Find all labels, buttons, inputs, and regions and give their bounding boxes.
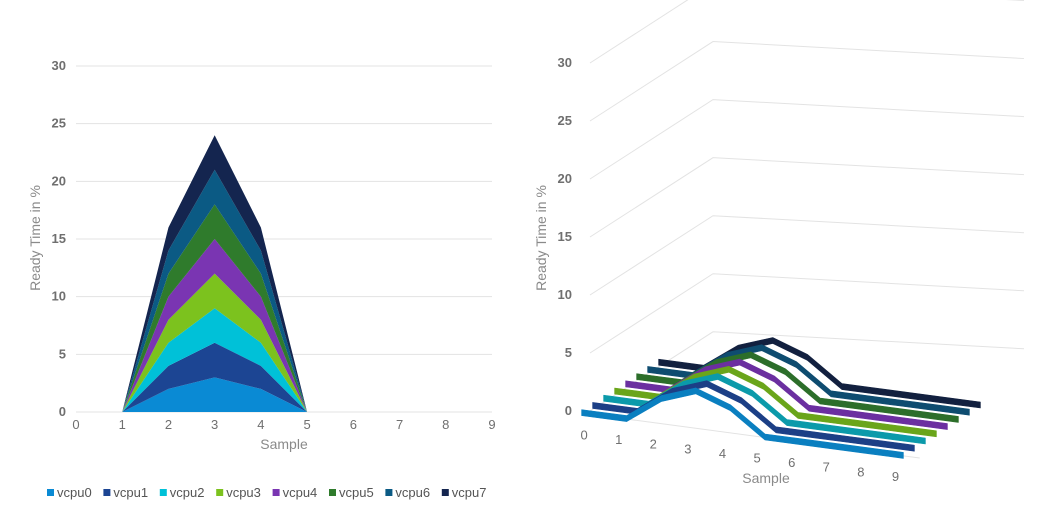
left-x-tick-label: 5 — [303, 417, 310, 432]
3d-line-chart: 0 5 10 15 20 25 30 0 1 2 3 4 5 6 7 8 9 Sample Ready Tim… — [533, 0, 1025, 486]
right-x-axis-title: Sample — [742, 470, 790, 486]
right-x-tick-label: 4 — [719, 446, 726, 461]
left-x-tick-labels: 0 1 2 3 4 5 6 7 8 9 — [72, 417, 495, 432]
legend: vcpu0 vcpu1 vcpu2 vcpu3 vcpu4 vcpu5 vcpu6 vcpu7 — [47, 485, 487, 500]
legend-swatch — [159, 489, 167, 496]
right-x-tick-label: 3 — [684, 441, 691, 456]
right-x-tick-label: 1 — [615, 432, 622, 447]
right-x-tick-label: 2 — [650, 437, 657, 452]
right-x-tick-label: 0 — [580, 427, 587, 442]
legend-item-vcpu7: vcpu7 — [441, 485, 487, 500]
right-gridline — [589, 99, 1025, 180]
legend-item-vcpu2: vcpu2 — [159, 485, 205, 500]
right-x-tick-labels: 0 1 2 3 4 5 6 7 8 9 — [580, 427, 899, 483]
right-y-tick-label: 0 — [565, 403, 572, 418]
legend-label: vcpu4 — [283, 485, 318, 500]
left-area-series — [122, 135, 308, 412]
left-x-tick-label: 7 — [396, 417, 403, 432]
right-x-tick-label: 6 — [788, 455, 795, 470]
area-series-vcpu2 — [122, 308, 308, 412]
area-series-vcpu6 — [122, 169, 308, 412]
ribbon-series-0 — [581, 387, 904, 459]
right-x-tick-label: 9 — [892, 469, 899, 484]
right-gridline — [589, 41, 1025, 122]
area-series-vcpu0 — [122, 377, 308, 412]
left-y-axis-title: Ready Time in % — [27, 185, 43, 291]
legend-label: vcpu7 — [452, 485, 487, 500]
left-y-tick-label: 25 — [52, 116, 66, 131]
right-y-axis-title: Ready Time in % — [533, 185, 549, 291]
area-series-vcpu4 — [122, 239, 308, 412]
right-gridline — [589, 0, 1025, 64]
right-x-tick-label: 8 — [857, 464, 864, 479]
right-x-tick-label: 5 — [753, 450, 760, 465]
right-y-tick-label: 20 — [558, 171, 572, 186]
left-y-tick-label: 15 — [52, 231, 66, 246]
left-y-tick-label: 0 — [59, 404, 66, 419]
area-series-vcpu5 — [122, 204, 308, 412]
right-ribbon-series — [581, 337, 981, 459]
legend-swatch — [103, 489, 111, 496]
legend-swatch — [216, 489, 224, 496]
left-y-tick-label: 5 — [59, 346, 66, 361]
right-y-tick-label: 5 — [565, 345, 572, 360]
right-y-tick-label: 25 — [558, 113, 572, 128]
legend-label: vcpu5 — [339, 485, 374, 500]
right-gridline — [589, 215, 1025, 296]
right-y-tick-labels: 0 5 10 15 20 25 30 — [558, 55, 572, 418]
legend-label: vcpu1 — [113, 485, 148, 500]
legend-label: vcpu0 — [57, 485, 92, 500]
right-gridline — [589, 157, 1025, 238]
legend-item-vcpu1: vcpu1 — [103, 485, 148, 500]
left-x-tick-label: 2 — [165, 417, 172, 432]
left-x-axis-title: Sample — [260, 436, 308, 452]
left-x-tick-label: 0 — [72, 417, 79, 432]
legend-label: vcpu3 — [226, 485, 261, 500]
right-y-tick-label: 10 — [558, 287, 572, 302]
area-series-vcpu1 — [122, 342, 308, 412]
legend-swatch — [441, 489, 449, 496]
left-y-tick-labels: 0 5 10 15 20 25 30 — [52, 58, 66, 419]
legend-item-vcpu4: vcpu4 — [272, 485, 318, 500]
legend-swatch — [47, 489, 54, 496]
left-x-tick-label: 8 — [442, 417, 449, 432]
legend-item-vcpu5: vcpu5 — [329, 485, 374, 500]
left-x-tick-label: 4 — [257, 417, 264, 432]
left-y-tick-label: 10 — [52, 289, 66, 304]
left-x-tick-label: 9 — [488, 417, 495, 432]
legend-item-vcpu0: vcpu0 — [47, 485, 92, 500]
legend-label: vcpu2 — [170, 485, 205, 500]
right-gridline — [589, 273, 1025, 354]
stacked-area-chart: 0 5 10 15 20 25 30 0 1 2 3 4 5 6 7 8 9 Sample Ready Tim… — [27, 58, 496, 500]
legend-item-vcpu3: vcpu3 — [216, 485, 261, 500]
legend-item-vcpu6: vcpu6 — [385, 485, 430, 500]
right-y-tick-label: 30 — [558, 55, 572, 70]
legend-swatch — [272, 489, 280, 496]
left-x-tick-label: 3 — [211, 417, 218, 432]
legend-swatch — [385, 489, 393, 496]
left-x-tick-label: 6 — [350, 417, 357, 432]
right-x-tick-label: 7 — [823, 460, 830, 475]
left-x-tick-label: 1 — [119, 417, 126, 432]
area-series-vcpu3 — [122, 273, 308, 412]
area-series-vcpu7 — [122, 135, 308, 412]
legend-label: vcpu6 — [395, 485, 430, 500]
left-y-tick-label: 20 — [52, 173, 66, 188]
right-y-tick-label: 15 — [558, 229, 572, 244]
legend-swatch — [329, 489, 336, 496]
left-y-tick-label: 30 — [52, 58, 66, 73]
